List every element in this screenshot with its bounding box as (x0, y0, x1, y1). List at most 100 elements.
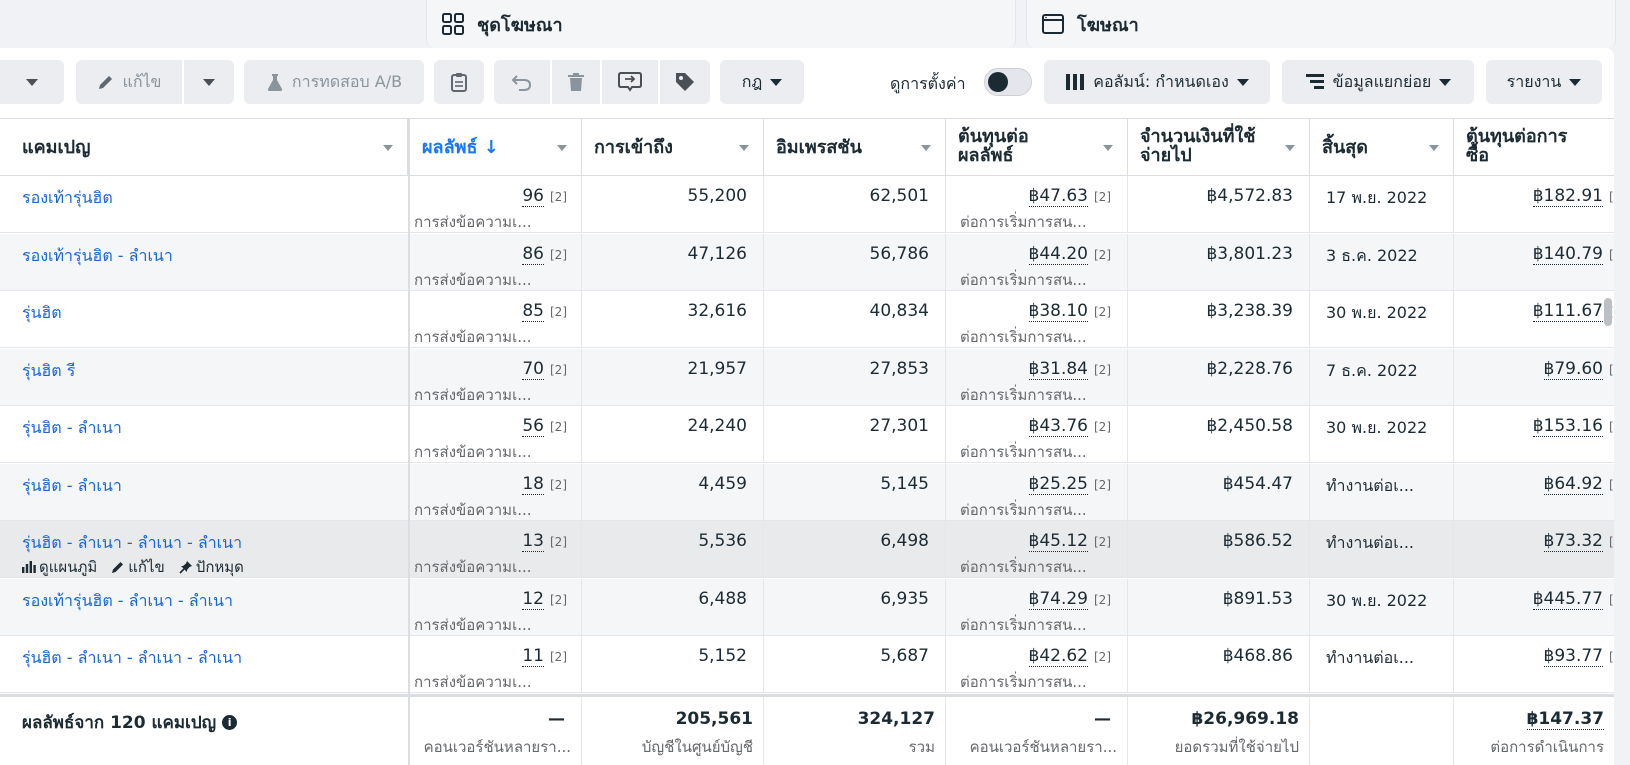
campaign-name-link[interactable]: รองเท้ารุ่นฮิต (22, 188, 113, 207)
results-value[interactable]: 85 (522, 301, 544, 322)
cost-per-result-type: ต่อการเริ่มการสน... (960, 213, 1087, 231)
cost-per-result-value[interactable]: ฿25.25 (1028, 473, 1088, 495)
cost-per-result-type: ต่อการเริ่มการสน... (960, 673, 1087, 691)
table-row[interactable]: รุ่นฮิต รี 70 [2] การส่งข้อความเ... 21,95… (0, 348, 1614, 406)
pin-row-action[interactable]: ปักหมุด (179, 555, 244, 577)
cost-per-result-value[interactable]: ฿45.12 (1028, 531, 1088, 552)
edit-row-action[interactable]: แก้ไข (111, 555, 165, 577)
cost-per-purchase-value[interactable]: ฿111.67 (1532, 301, 1603, 322)
impressions-value: 56,786 (869, 243, 929, 264)
footnote-mark: [2] (1609, 247, 1614, 262)
campaign-name-link[interactable]: รุ่นฮิต - ลำเนา (22, 418, 122, 437)
col-reach[interactable]: การเข้าถึง (582, 119, 764, 176)
ends-cell: ทำงานต่อเ... (1310, 636, 1454, 692)
col-impressions[interactable]: อิมเพรสชัน (764, 119, 946, 176)
col-results[interactable]: ผลลัพธ์ ↓ (410, 119, 582, 176)
chevron-down-icon (203, 78, 215, 86)
page-scrollbar[interactable] (1614, 48, 1630, 765)
results-value[interactable]: 13 (522, 531, 544, 552)
table-row[interactable]: รุ่นฮิต - ลำเนา 18 [2] การส่งข้อความเ... … (0, 463, 1614, 521)
summary-row: ผลลัพธ์จาก 120 แคมเปญ i — คอนเวอร์ชันหลา… (0, 694, 1614, 765)
col-campaign[interactable]: แคมเปญ (0, 119, 408, 176)
trash-icon (568, 73, 584, 91)
results-value[interactable]: 96 (522, 186, 544, 207)
campaign-name-link[interactable]: รุ่นฮิต - ลำเนา - ลำเนา - ลำเนา (22, 533, 243, 552)
col-ends[interactable]: สิ้นสุด (1310, 119, 1454, 176)
columns-button[interactable]: คอลัมน์: กำหนดเอง (1044, 60, 1270, 104)
table-row[interactable]: รุ่นฮิต - ลำเนา - ลำเนา - ลำเนา 11 [2] กา… (0, 636, 1614, 693)
summary-cpr-cell: — คอนเวอร์ชันหลายรา... (946, 697, 1128, 765)
col-cost-per-purchase[interactable]: ต้นทุนต่อการ ซื้อ (1454, 119, 1614, 176)
clipboard-button[interactable] (434, 60, 484, 104)
campaign-name-link[interactable]: รองเท้ารุ่นฮิต - ลำเนา - ลำเนา (22, 590, 233, 610)
col-cost-per-result[interactable]: ต้นทุนต่อ ผลลัพธ์ (946, 119, 1128, 176)
campaign-cell: รุ่นฮิต - ลำเนา (0, 406, 410, 462)
cost-per-result-cell: ฿42.62 [2] ต่อการเริ่มการสน... (946, 636, 1128, 692)
tag-button[interactable] (660, 60, 710, 104)
cost-per-purchase-value[interactable]: ฿182.91 (1532, 186, 1603, 207)
campaign-cell: รุ่นฮิต - ลำเนา - ลำเนา - ลำเนา ดูแผนภูม… (0, 521, 410, 577)
results-value[interactable]: 11 (522, 646, 544, 667)
duplicate-dropdown-button[interactable] (0, 60, 64, 104)
table-row[interactable]: รุ่นฮิต - ลำเนา - ลำเนา - ลำเนา ดูแผนภูม… (0, 521, 1614, 578)
summary-reach-cell: 205,561 บัญชีในศูนย์บัญชี (582, 697, 764, 765)
table-row[interactable]: รองเท้ารุ่นฮิต - ลำเนา - ลำเนา 12 [2] การ… (0, 578, 1614, 636)
tab-adsets[interactable]: ชุดโฆษณา (426, 0, 1016, 48)
rules-button[interactable]: กฎ (720, 60, 804, 104)
cost-per-result-value[interactable]: ฿44.20 (1028, 243, 1088, 265)
cost-per-result-value[interactable]: ฿47.63 (1028, 186, 1088, 207)
cost-per-purchase-value[interactable]: ฿153.16 (1532, 416, 1603, 437)
campaign-name-link[interactable]: รุ่นฮิต - ลำเนา (22, 475, 122, 495)
edit-dropdown-button[interactable] (184, 60, 234, 104)
cost-per-purchase-cell: ฿73.32 [2] (1454, 521, 1614, 577)
footnote-mark: [2] (550, 477, 567, 492)
cost-per-purchase-value[interactable]: ฿73.32 (1543, 531, 1603, 552)
campaign-name-link[interactable]: รุ่นฮิต - ลำเนา - ลำเนา - ลำเนา (22, 648, 243, 667)
breakdown-button[interactable]: ข้อมูลแยกย่อย (1282, 60, 1474, 104)
cost-per-purchase-value[interactable]: ฿64.92 (1543, 473, 1603, 495)
table-row[interactable]: รองเท้ารุ่นฮิต - ลำเนา 86 [2] การส่งข้อคว… (0, 233, 1614, 291)
cost-per-result-value[interactable]: ฿42.62 (1028, 646, 1088, 667)
col-amount-spent[interactable]: จำนวนเงินที่ใช้ จ่ายไป (1128, 119, 1310, 176)
results-value[interactable]: 12 (522, 588, 544, 610)
col-impressions-label: อิมเพรสชัน (776, 137, 862, 158)
cost-per-purchase-value[interactable]: ฿79.60 (1543, 358, 1603, 380)
tab-ads[interactable]: โฆษณา (1026, 0, 1616, 48)
cost-per-result-value[interactable]: ฿43.76 (1028, 416, 1088, 437)
cost-per-result-value[interactable]: ฿31.84 (1028, 358, 1088, 380)
results-type: การส่งข้อความเ... (414, 673, 532, 691)
campaign-name-link[interactable]: รองเท้ารุ่นฮิต - ลำเนา (22, 245, 173, 265)
delete-button[interactable] (552, 60, 600, 104)
reach-value: 6,488 (698, 588, 747, 609)
ends-cell: 30 พ.ย. 2022 (1310, 291, 1454, 347)
campaign-name-link[interactable]: รุ่นฮิต รี (22, 360, 76, 380)
table-row[interactable]: รุ่นฮิต 85 [2] การส่งข้อความเ... 32,616 4… (0, 291, 1614, 348)
footnote-mark: [2] (1094, 650, 1111, 664)
frozen-column-divider[interactable] (408, 118, 410, 765)
undo-button[interactable] (494, 60, 550, 104)
results-value[interactable]: 18 (522, 473, 544, 495)
reach-cell: 47,126 (582, 233, 764, 290)
ab-test-button[interactable]: การทดสอบ A/B (244, 60, 424, 104)
campaign-name-link[interactable]: รุ่นฮิต (22, 303, 62, 322)
preview-button[interactable] (602, 60, 658, 104)
view-setup-toggle[interactable] (984, 68, 1032, 96)
cost-per-purchase-value[interactable]: ฿140.79 (1532, 243, 1603, 265)
cost-per-result-cell: ฿74.29 [2] ต่อการเริ่มการสน... (946, 578, 1128, 635)
table-row[interactable]: รองเท้ารุ่นฮิต 96 [2] การส่งข้อความเ... 5… (0, 176, 1614, 233)
summary-reach: 205,561 (675, 709, 753, 729)
table-scrollbar-thumb[interactable] (1604, 298, 1612, 326)
cost-per-purchase-value[interactable]: ฿445.77 (1532, 588, 1603, 610)
reach-cell: 24,240 (582, 406, 764, 462)
view-chart-action[interactable]: ดูแผนภูมิ (22, 555, 97, 577)
results-value[interactable]: 56 (522, 416, 544, 437)
info-icon[interactable]: i (222, 715, 238, 730)
cost-per-result-value[interactable]: ฿74.29 (1028, 588, 1088, 610)
cost-per-purchase-value[interactable]: ฿93.77 (1543, 646, 1603, 667)
edit-button[interactable]: แก้ไข (76, 60, 182, 104)
table-row[interactable]: รุ่นฮิต - ลำเนา 56 [2] การส่งข้อความเ... … (0, 406, 1614, 463)
results-value[interactable]: 70 (522, 358, 544, 380)
results-value[interactable]: 86 (522, 243, 544, 265)
reports-button[interactable]: รายงาน (1486, 60, 1602, 104)
cost-per-result-value[interactable]: ฿38.10 (1028, 301, 1088, 322)
